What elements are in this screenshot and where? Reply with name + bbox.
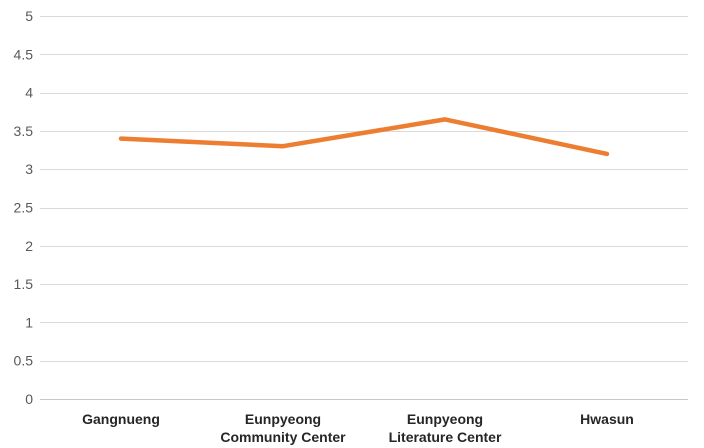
y-axis-tick-label: 5 — [25, 8, 33, 24]
x-axis-category-label: Literature Center — [389, 429, 502, 445]
y-axis-tick-label: 4.5 — [14, 46, 34, 62]
x-axis-category-label: Eunpyeong — [407, 411, 483, 427]
y-axis-tick-label: 3 — [25, 161, 33, 177]
y-axis-tick-label: 0.5 — [14, 353, 34, 369]
y-axis-tick-label: 0 — [25, 391, 33, 407]
y-axis-tick-label: 1.5 — [14, 276, 34, 292]
x-axis-category-label: Hwasun — [580, 411, 634, 427]
y-axis-tick-label: 2 — [25, 238, 33, 254]
data-series-line — [118, 117, 610, 157]
y-axis-tick-label: 2.5 — [14, 200, 34, 216]
x-axis-category-label: Community Center — [220, 429, 346, 445]
y-axis-tick-label: 3.5 — [14, 123, 34, 139]
x-axis-category-label: Eunpyeong — [245, 411, 321, 427]
y-axis-tick-label: 1 — [25, 314, 33, 330]
x-axis-category-label: Gangnueng — [82, 411, 160, 427]
y-axis-tick-label: 4 — [25, 85, 33, 101]
